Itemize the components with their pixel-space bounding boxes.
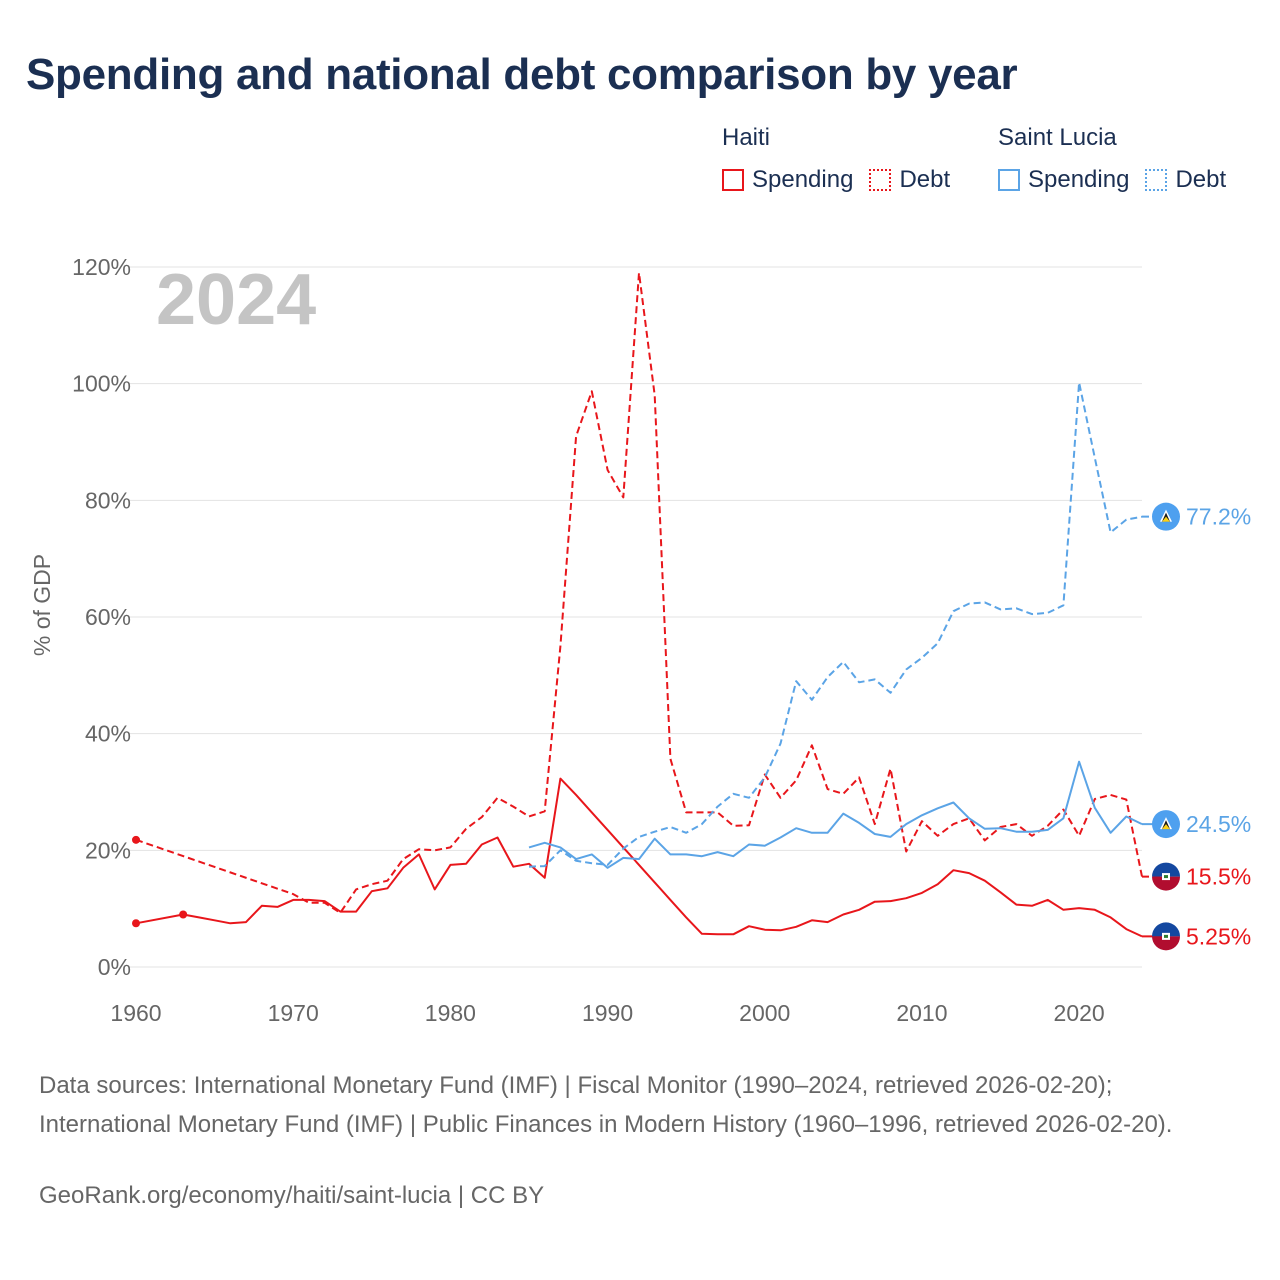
saint-lucia-flag-icon xyxy=(1152,810,1180,839)
flag-triangle-gold xyxy=(1162,516,1170,522)
legend-saint-lucia-spending[interactable]: Spending xyxy=(998,166,1129,194)
y-tick-label: 80% xyxy=(85,487,131,513)
data-point-marker xyxy=(132,919,140,928)
y-tick-label: 20% xyxy=(85,837,131,863)
x-tick-label: 2020 xyxy=(1054,1000,1105,1026)
line-chart: 0% 20% 40% 60% 80% 100% 120% 1960 1970 1980 1990 20… xyxy=(29,254,1251,1026)
data-sources-note: Data sources: International Monetary Fun… xyxy=(39,1072,1173,1138)
haiti-flag-icon xyxy=(1152,922,1181,951)
saint-lucia-debt-line xyxy=(528,381,1143,868)
flag-top-half xyxy=(1152,862,1181,877)
x-tick-label: 1960 xyxy=(110,1000,161,1026)
y-tick-label: 40% xyxy=(85,721,131,747)
flag-emblem-center xyxy=(1164,934,1168,938)
y-tick-label: 100% xyxy=(72,371,131,397)
saint-lucia-spending-line xyxy=(528,760,1143,869)
y-axis-label: % of GDP xyxy=(29,554,55,656)
legend-haiti-spending[interactable]: Spending xyxy=(722,166,853,194)
solid-swatch-icon xyxy=(722,169,744,191)
legend-group-saint-lucia: Saint Lucia Spending Debt xyxy=(998,124,1226,194)
x-tick-label: 1980 xyxy=(425,1000,476,1026)
x-tick-label: 2000 xyxy=(739,1000,790,1026)
dotted-swatch-icon xyxy=(869,169,892,191)
footer-link[interactable]: GeoRank.org/economy/haiti/saint-lucia | … xyxy=(39,1182,545,1209)
flag-triangle-gold xyxy=(1162,824,1170,830)
legend-haiti-heading: Haiti xyxy=(722,124,771,151)
year-label: 2024 xyxy=(156,260,316,340)
x-tick-label: 2010 xyxy=(896,1000,947,1026)
data-point-marker xyxy=(179,910,188,919)
chart-title: Spending and national debt comparison by… xyxy=(26,50,1018,99)
flag-emblem-center xyxy=(1164,875,1168,879)
haiti-spending-line xyxy=(135,777,1143,938)
flag-top-half xyxy=(1152,922,1181,937)
haiti-flag-icon xyxy=(1152,862,1181,891)
dotted-swatch-icon xyxy=(1145,169,1168,191)
solid-swatch-icon xyxy=(998,169,1020,191)
legend-label: Debt xyxy=(1175,166,1227,193)
legend-label: Debt xyxy=(899,166,951,193)
saint-lucia-flag-icon xyxy=(1152,502,1180,531)
end-value-label: 5.25% xyxy=(1186,923,1251,949)
legend-saint-lucia-heading: Saint Lucia xyxy=(998,124,1117,151)
x-tick-label: 1990 xyxy=(582,1000,633,1026)
legend-haiti-debt[interactable]: Debt xyxy=(869,166,950,194)
legend-group-haiti: Haiti Spending Debt xyxy=(722,124,966,194)
y-tick-label: 60% xyxy=(85,604,131,630)
legend-label: Spending xyxy=(752,166,854,193)
legend-label: Spending xyxy=(1028,166,1130,193)
end-value-label: 24.5% xyxy=(1186,811,1251,837)
flag-bottom-half xyxy=(1152,936,1181,951)
flag-bottom-half xyxy=(1152,876,1181,891)
legend-saint-lucia-debt[interactable]: Debt xyxy=(1145,166,1226,194)
x-tick-label: 1970 xyxy=(268,1000,319,1026)
y-tick-label: 0% xyxy=(98,954,131,980)
haiti-debt-line xyxy=(135,271,1143,914)
end-value-label: 15.5% xyxy=(1186,864,1251,890)
data-point-marker xyxy=(132,835,140,844)
end-value-label: 77.2% xyxy=(1186,504,1251,530)
y-tick-label: 120% xyxy=(72,254,131,280)
